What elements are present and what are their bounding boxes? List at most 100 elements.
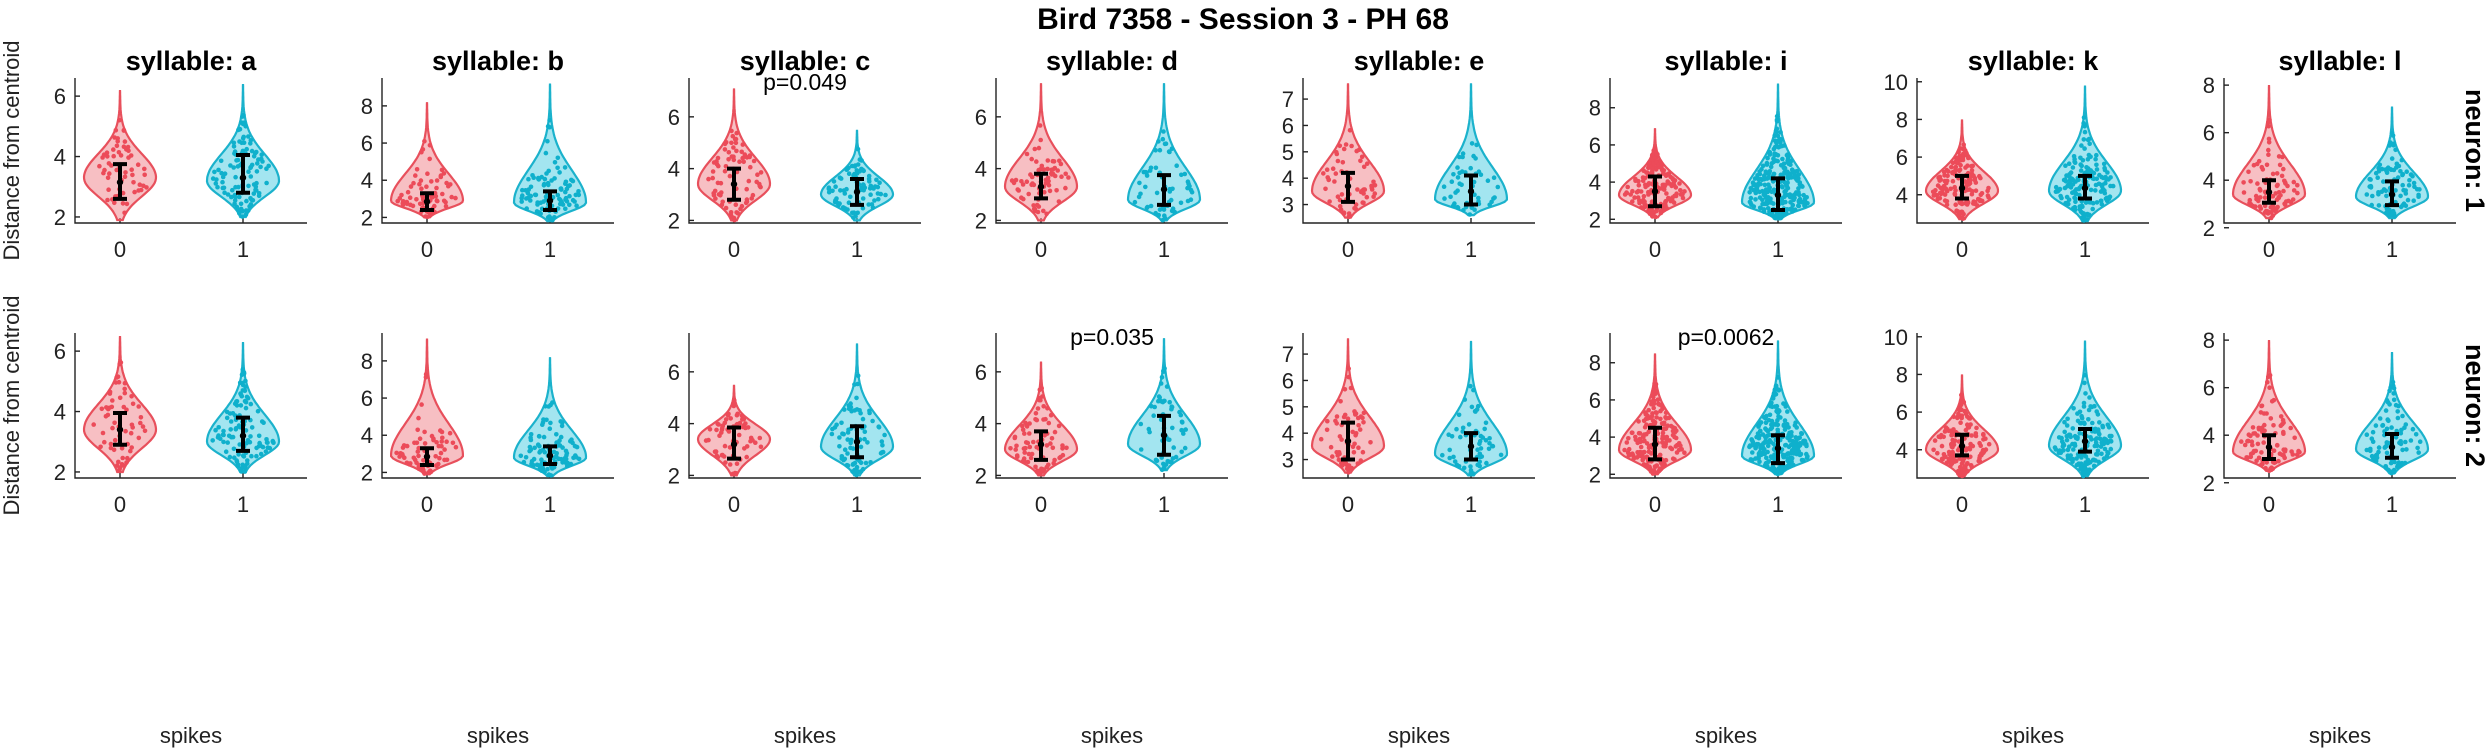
data-point [407, 195, 413, 200]
data-point [2389, 384, 2395, 389]
data-point [740, 142, 746, 147]
data-point [1641, 168, 1646, 173]
data-point [1785, 458, 1790, 464]
data-point [1801, 438, 1806, 444]
data-point [2259, 403, 2264, 409]
data-point [1658, 408, 1663, 414]
data-point [1958, 146, 1963, 151]
data-point [2058, 193, 2063, 199]
data-point [1930, 189, 1936, 195]
data-point [231, 144, 237, 149]
violin-spikes-0 [1924, 374, 2000, 478]
data-point [450, 440, 456, 446]
data-point [1185, 179, 1191, 184]
data-point [1480, 435, 1486, 440]
data-point [855, 373, 861, 379]
data-point [408, 202, 413, 208]
data-point [241, 134, 246, 140]
data-point [261, 420, 266, 426]
data-point [558, 186, 564, 192]
data-point [122, 386, 127, 392]
data-point [1766, 175, 1772, 180]
data-point [1767, 209, 1772, 215]
points-spikes-0 [395, 138, 458, 220]
data-point [1326, 177, 1331, 182]
data-point [120, 201, 126, 206]
data-point [850, 446, 856, 451]
data-point [1676, 447, 1682, 453]
data-point [2070, 190, 2075, 195]
data-point [1753, 445, 1758, 451]
data-point [839, 456, 845, 461]
data-point [100, 430, 106, 436]
data-point [1455, 165, 1460, 170]
data-point [1626, 446, 1632, 452]
data-point [849, 163, 855, 169]
data-point [2411, 198, 2416, 203]
data-point [1462, 397, 1468, 402]
data-point [743, 425, 748, 431]
data-point [2095, 448, 2101, 454]
y-tick-label: 6 [54, 84, 66, 109]
data-point [534, 462, 540, 468]
data-point [1634, 189, 1640, 195]
data-point [1355, 187, 1360, 192]
data-point [2398, 193, 2403, 199]
data-point [2391, 391, 2396, 396]
data-point [726, 411, 731, 417]
data-point [223, 449, 229, 455]
data-point [1789, 433, 1794, 439]
data-point [734, 130, 739, 136]
data-point [1643, 182, 1648, 188]
data-point [1012, 434, 1018, 440]
data-point [1639, 450, 1645, 456]
data-point [1978, 198, 1983, 203]
data-point [1663, 410, 1669, 416]
data-point [240, 121, 246, 127]
data-point [569, 437, 574, 443]
data-point [1333, 171, 1339, 176]
data-point [1029, 156, 1034, 162]
data-point [1368, 440, 1373, 445]
data-point [833, 198, 838, 203]
data-point [1646, 407, 1651, 413]
data-point [1321, 171, 1326, 176]
x-tick-label: 0 [1342, 492, 1354, 517]
data-point [1358, 414, 1364, 419]
data-point [1951, 427, 1956, 432]
data-point [1969, 433, 1974, 438]
data-point [2255, 441, 2261, 447]
data-point [754, 179, 759, 185]
data-point [2400, 203, 2406, 208]
data-point [844, 462, 850, 468]
data-point [1755, 173, 1760, 178]
data-point [2079, 203, 2085, 208]
data-point [1050, 158, 1056, 164]
data-point [2262, 195, 2268, 200]
data-point [1937, 178, 1942, 183]
data-point [1790, 202, 1796, 208]
data-point [1041, 404, 1046, 409]
data-point [1475, 403, 1481, 409]
data-point [2376, 168, 2382, 174]
data-point [1334, 450, 1339, 455]
data-point [1044, 443, 1050, 448]
data-point [2068, 170, 2074, 175]
data-point [2081, 137, 2087, 142]
data-point [2061, 442, 2067, 448]
data-point [858, 444, 864, 450]
data-point [1063, 185, 1068, 191]
data-point [427, 468, 433, 474]
data-point [715, 421, 720, 427]
mean-marker [116, 426, 124, 433]
data-point [726, 157, 731, 162]
data-point [2400, 413, 2405, 419]
data-point [136, 404, 141, 409]
data-point [2270, 194, 2276, 199]
data-point [2259, 462, 2264, 467]
data-point [1750, 439, 1756, 445]
data-point [1641, 434, 1646, 440]
data-point [758, 444, 764, 450]
data-point [2087, 141, 2092, 147]
data-point [1661, 422, 1666, 427]
